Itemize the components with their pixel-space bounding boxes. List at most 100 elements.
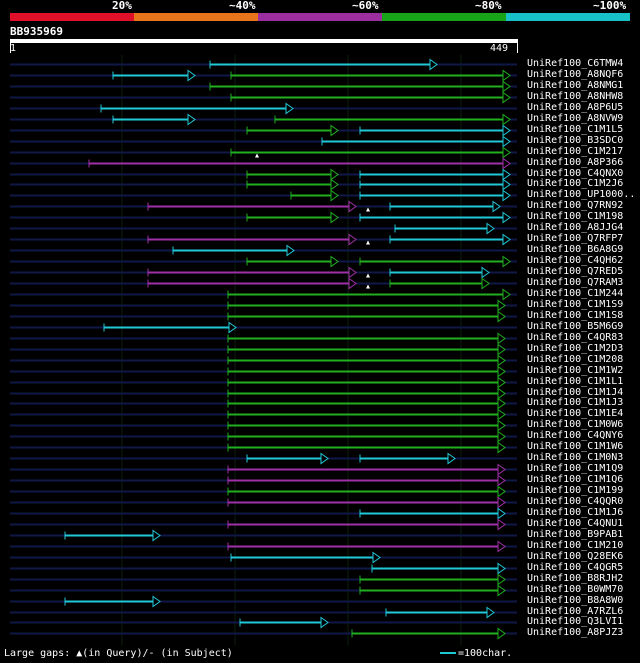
hit-arrow-icon <box>502 288 511 301</box>
hit-arrow-icon <box>497 507 506 520</box>
scale-legend-text: =100char. <box>458 648 513 659</box>
hit-arrow-icon <box>348 266 357 279</box>
hit-arrow-icon <box>497 485 506 498</box>
hit-name-link[interactable]: UniRef100_C1M1L1 <box>527 376 624 387</box>
hit-arrow-icon <box>497 430 506 443</box>
color-seg-60 <box>258 13 382 21</box>
hit-name-link[interactable]: UniRef100_B0WM70 <box>527 584 624 595</box>
hit-arrow-icon <box>502 189 511 202</box>
hit-arrow-icon <box>497 354 506 367</box>
hit-arrow-icon <box>330 211 339 224</box>
hit-name-link[interactable]: UniRef100_C4QNX0 <box>527 168 624 179</box>
hit-name-link[interactable]: UniRef100_Q3LVI1 <box>527 616 624 627</box>
hit-name-link[interactable]: UniRef100_A8NQF6 <box>527 69 624 80</box>
hit-name-link[interactable]: UniRef100_C4QR83 <box>527 332 624 343</box>
hit-name-link[interactable]: UniRef100_B5M6G9 <box>527 321 624 332</box>
scale-tick-right <box>517 43 518 53</box>
hit-name-link[interactable]: UniRef100_B3SDC0 <box>527 135 624 146</box>
hit-arrow-icon <box>486 222 495 235</box>
hit-arrow-icon <box>497 627 506 640</box>
hit-name-link[interactable]: UniRef100_C1M1S8 <box>527 310 624 321</box>
hit-name-link[interactable]: UniRef100_C1M1W2 <box>527 365 624 376</box>
hit-arrow-icon <box>330 178 339 191</box>
legend-label-60: ~60% <box>352 0 379 12</box>
hit-name-link[interactable]: UniRef100_A8NHW8 <box>527 91 624 102</box>
hit-name-link[interactable]: UniRef100_C4QGR5 <box>527 562 624 573</box>
hit-arrow-icon <box>187 113 196 126</box>
hit-name-link[interactable]: UniRef100_C1M2J6 <box>527 178 624 189</box>
hit-arrow-icon <box>502 80 511 93</box>
hit-name-link[interactable]: UniRef100_C1M1W6 <box>527 441 624 452</box>
hit-name-link[interactable]: UniRef100_C1M0W6 <box>527 419 624 430</box>
hit-arrow-icon <box>502 69 511 82</box>
hit-arrow-icon <box>481 266 490 279</box>
query-gap-marker-icon <box>366 207 370 212</box>
hit-arrow-icon <box>486 606 495 619</box>
query-gap-marker-icon <box>366 240 370 245</box>
hit-name-link[interactable]: UniRef100_A8JJG4 <box>527 222 624 233</box>
hit-arrow-icon <box>502 178 511 191</box>
hit-name-link[interactable]: UniRef100_C1M217 <box>527 146 624 157</box>
hit-arrow-icon <box>497 573 506 586</box>
hit-name-link[interactable]: UniRef100_C6TMW4 <box>527 58 624 69</box>
hit-name-link[interactable]: UniRef100_C4QNY6 <box>527 430 624 441</box>
hit-name-link[interactable]: UniRef100_A8P6U5 <box>527 102 624 113</box>
hit-name-link[interactable]: UniRef100_C1M1Q9 <box>527 463 624 474</box>
hit-name-link[interactable]: UniRef100_C1M2D3 <box>527 343 624 354</box>
hit-arrow-icon <box>502 113 511 126</box>
scale-end-label: 449 <box>490 43 509 54</box>
hit-arrow-icon <box>497 365 506 378</box>
hit-name-link[interactable]: UniRef100_C1M244 <box>527 288 624 299</box>
query-gap-marker-icon <box>366 273 370 278</box>
hit-arrow-icon <box>497 376 506 389</box>
hit-arrow-icon <box>497 496 506 509</box>
hit-arrow-icon <box>497 310 506 323</box>
hit-name-link[interactable]: UniRef100_C1M1J4 <box>527 387 624 398</box>
hit-name-link[interactable]: UniRef100_Q7RED5 <box>527 266 624 277</box>
hit-name-link[interactable]: UniRef100_C1M1S9 <box>527 299 624 310</box>
hit-arrow-icon <box>152 595 161 608</box>
hit-arrow-icon <box>497 387 506 400</box>
hit-arrow-icon <box>497 408 506 421</box>
hit-name-link[interactable]: UniRef100_C1M199 <box>527 485 624 496</box>
hit-name-link[interactable]: UniRef100_C1M1E4 <box>527 408 624 419</box>
hit-name-link[interactable]: UniRef100_C4QH62 <box>527 255 624 266</box>
hit-name-link[interactable]: UniRef100_C1M208 <box>527 354 624 365</box>
hit-name-link[interactable]: UniRef100_C1M1L5 <box>527 124 624 135</box>
hit-name-link[interactable]: UniRef100_C4QQR0 <box>527 496 624 507</box>
hit-name-link[interactable]: UniRef100_C1M210 <box>527 540 624 551</box>
hit-name-link[interactable]: UniRef100_Q7RAM3 <box>527 277 624 288</box>
legend-label-40: ~40% <box>229 0 256 12</box>
hit-name-link[interactable]: UniRef100_C1M1J3 <box>527 397 624 408</box>
hit-name-link[interactable]: UniRef100_C4QNU1 <box>527 518 624 529</box>
hit-arrow-icon <box>447 452 456 465</box>
hit-arrow-icon <box>497 299 506 312</box>
hit-name-link[interactable]: UniRef100_A8NMG1 <box>527 80 624 91</box>
hit-arrow-icon <box>502 233 511 246</box>
hit-name-link[interactable]: UniRef100_A8NVW9 <box>527 113 624 124</box>
hit-name-link[interactable]: UniRef100_UP1000.. <box>527 189 636 200</box>
hit-arrow-icon <box>285 102 294 115</box>
hit-arrow-icon <box>502 135 511 148</box>
hit-name-link[interactable]: UniRef100_B9PAB1 <box>527 529 624 540</box>
hit-arrow-icon <box>502 168 511 181</box>
hit-name-link[interactable]: UniRef100_A8PJZ3 <box>527 627 624 638</box>
scale-sample-bar <box>440 652 456 654</box>
hit-name-link[interactable]: UniRef100_Q7RN92 <box>527 200 624 211</box>
hit-name-link[interactable]: UniRef100_C1M0N3 <box>527 452 624 463</box>
hit-arrow-icon <box>348 233 357 246</box>
hit-name-link[interactable]: UniRef100_C1M1Q6 <box>527 474 624 485</box>
hit-name-link[interactable]: UniRef100_B8A8W0 <box>527 595 624 606</box>
hit-arrow-icon <box>502 91 511 104</box>
hit-name-link[interactable]: UniRef100_A8P366 <box>527 157 624 168</box>
hit-arrow-icon <box>152 529 161 542</box>
hit-name-link[interactable]: UniRef100_B8RJH2 <box>527 573 624 584</box>
hit-name-link[interactable]: UniRef100_A7RZL6 <box>527 606 624 617</box>
hit-name-link[interactable]: UniRef100_Q7RFP7 <box>527 233 624 244</box>
hit-name-link[interactable]: UniRef100_C1M1J6 <box>527 507 624 518</box>
hit-name-link[interactable]: UniRef100_B6A8G9 <box>527 244 624 255</box>
identity-color-bar <box>10 13 630 21</box>
hit-name-link[interactable]: UniRef100_Q28EK6 <box>527 551 624 562</box>
hit-arrow-icon <box>481 277 490 290</box>
hit-name-link[interactable]: UniRef100_C1M198 <box>527 211 624 222</box>
